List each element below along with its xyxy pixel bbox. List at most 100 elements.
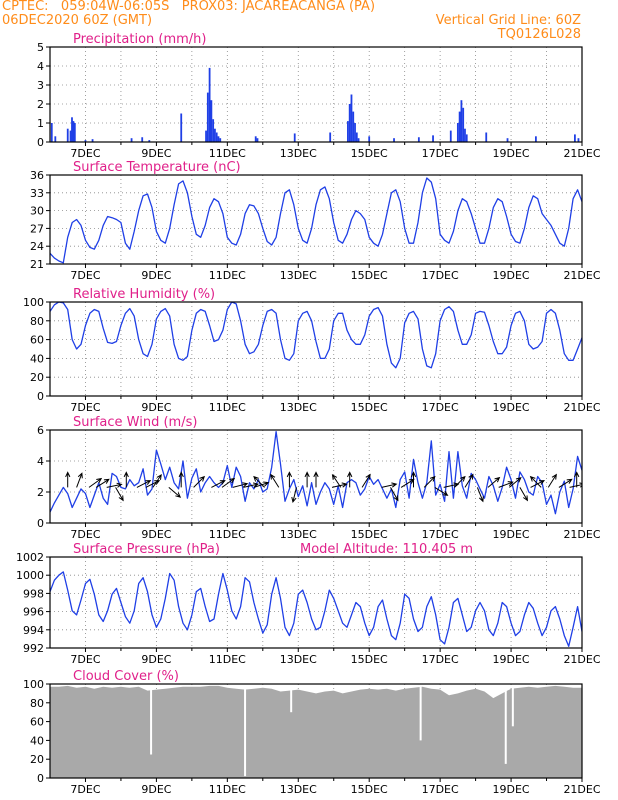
ytick-label: 1000 (16, 569, 44, 582)
xtick-label: 15DEC (351, 528, 388, 541)
ytick-label: 2 (37, 98, 44, 111)
wind-arrow (453, 475, 466, 488)
xtick-label: 9DEC (141, 528, 171, 541)
wind-arrow (547, 473, 557, 488)
precip-bar (354, 123, 356, 142)
precip-bar (212, 119, 215, 142)
precip-bar (293, 133, 296, 142)
ytick-label: 4 (37, 455, 44, 468)
ytick-label: 0 (37, 517, 44, 530)
ytick-label: 100 (23, 296, 44, 309)
precip-bar (219, 138, 222, 142)
precip-bar (456, 123, 459, 142)
panel-title: Surface Wind (m/s) (73, 415, 197, 430)
precip-bar (71, 117, 73, 142)
xtick-label: 19DEC (493, 269, 530, 282)
precip-bar (50, 123, 53, 142)
cloud-gap (290, 684, 293, 713)
ytick-label: 24 (30, 240, 44, 253)
xtick-label: 7DEC (70, 653, 100, 666)
data-cloud (50, 684, 582, 778)
wind-arrow (253, 475, 265, 488)
ytick-label: 5 (37, 41, 44, 54)
wind-arrow (390, 487, 399, 502)
cloud-gap (150, 684, 153, 755)
precip-bar (254, 136, 257, 142)
precip-bar (357, 138, 360, 142)
precip-bar (577, 138, 580, 142)
panel-humidity: 0 20 40 60 80 100 7DEC 9DEC 11DEC 13DEC 15DEC 17DEC… (23, 287, 601, 414)
wind-arrow (476, 487, 484, 503)
precip-bar (148, 140, 151, 142)
xtick-label: 19DEC (493, 401, 530, 414)
wind-arrow (95, 478, 110, 488)
xtick-label: 11DEC (209, 147, 246, 160)
xtick-label: 11DEC (209, 653, 246, 666)
wind-arrow (270, 473, 280, 488)
xtick-label: 21DEC (563, 269, 600, 282)
ytick-label: 20 (30, 753, 44, 766)
xtick-label: 21DEC (563, 401, 600, 414)
panel-wind: 0 2 4 6 7DEC 9DEC 11DEC 13DEC 15DEC 17DEC 19DEC 21D… (37, 415, 601, 541)
precip-bar (348, 104, 351, 142)
xtick-label: 13DEC (280, 147, 317, 160)
data-temperature (50, 177, 582, 264)
frame-temperature (49, 174, 583, 265)
temperature-line (50, 177, 582, 264)
data-precip (50, 67, 580, 142)
cloud-area (50, 685, 582, 778)
xtick-label: 13DEC (280, 653, 317, 666)
data-pressure (50, 571, 582, 647)
xtick-label: 11DEC (209, 528, 246, 541)
ytick-label: 33 (30, 187, 44, 200)
ytick-label: 100 (23, 678, 44, 691)
xtick-label: 15DEC (351, 783, 388, 796)
precip-bar (465, 134, 468, 142)
panel-title: Surface Pressure (hPa) (73, 542, 220, 557)
precip-bar (393, 138, 395, 142)
frame-precip (49, 46, 583, 143)
xtick-label: 17DEC (422, 147, 459, 160)
precip-bar (217, 136, 220, 142)
xtick-label: 19DEC (493, 147, 530, 160)
wind-arrow (106, 482, 123, 488)
precip-bar (180, 113, 183, 142)
precip-bar (350, 94, 353, 142)
wind-arrow (123, 471, 129, 488)
precip-bar (205, 130, 207, 142)
xtick-label: 9DEC (141, 269, 171, 282)
xtick-label: 17DEC (422, 783, 459, 796)
xtick-label: 21DEC (563, 653, 600, 666)
wind-arrow (136, 480, 152, 488)
wind-arrow (243, 482, 260, 488)
precip-bar (462, 107, 465, 142)
ytick-label: 21 (30, 258, 44, 271)
xtick-label: 17DEC (422, 269, 459, 282)
ytick-label: 80 (30, 315, 44, 328)
xtick-label: 9DEC (141, 783, 171, 796)
xtick-label: 19DEC (493, 783, 530, 796)
ytick-label: 6 (37, 424, 44, 437)
xtick-label: 13DEC (280, 528, 317, 541)
precip-bar (66, 128, 69, 142)
xtick-label: 21DEC (563, 528, 600, 541)
precip-bar (485, 132, 488, 142)
header-run-date: 06DEC2020 60Z (GMT) (2, 13, 153, 28)
precip-bar (72, 121, 75, 142)
panel-title: Surface Temperature (nC) (73, 160, 241, 175)
precip-bar (208, 67, 211, 142)
ytick-label: 0 (37, 772, 44, 785)
wind-arrow (423, 475, 436, 488)
cloud-gap (419, 684, 422, 741)
cloud-gap (511, 684, 514, 727)
xtick-label: 13DEC (280, 783, 317, 796)
precip-bar (432, 135, 434, 142)
xtick-label: 11DEC (209, 783, 246, 796)
precip-bar (534, 136, 537, 142)
xtick-label: 21DEC (563, 147, 600, 160)
ytick-label: 992 (23, 642, 44, 655)
panel-pressure: 992 994 996 998 1000 1002 7DEC 9DEC 11DEC 13DEC 15… (16, 542, 601, 666)
wind-arrow (574, 471, 580, 488)
wind-arrow (519, 487, 528, 502)
